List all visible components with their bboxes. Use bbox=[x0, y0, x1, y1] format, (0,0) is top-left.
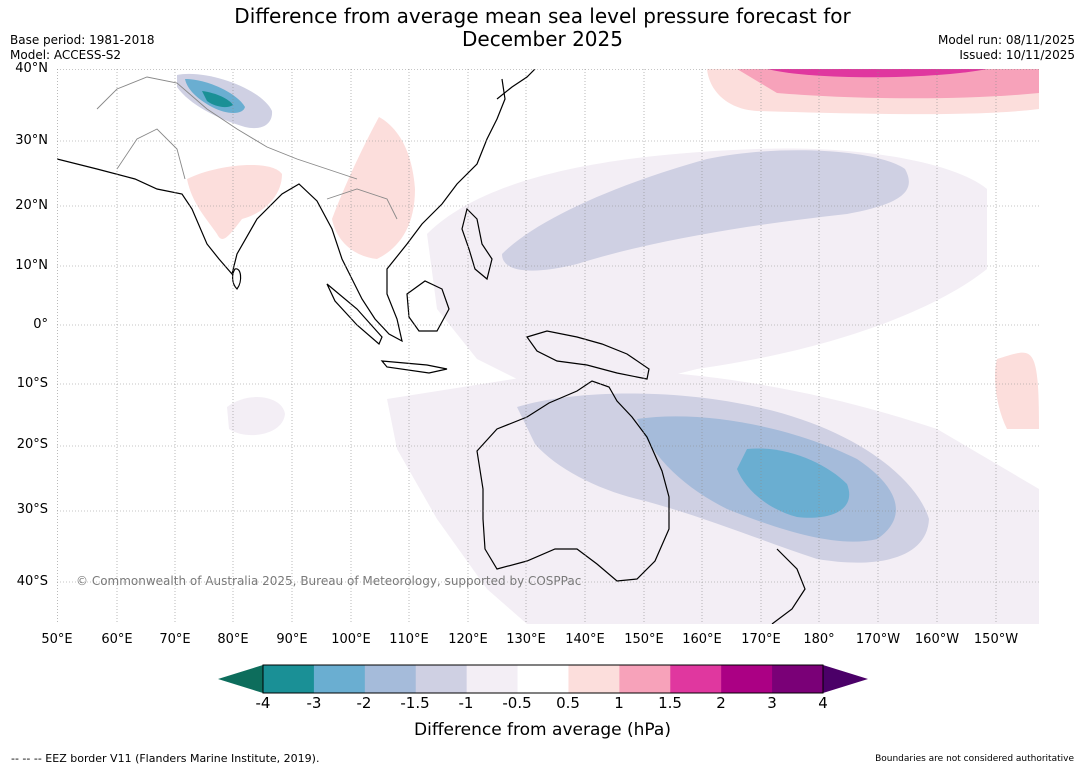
title-line-1: Difference from average mean sea level p… bbox=[234, 4, 851, 28]
colorbar-segment bbox=[263, 665, 315, 693]
issued-date: Issued: 10/11/2025 bbox=[959, 48, 1075, 62]
coastline-japan bbox=[496, 69, 536, 100]
colorbar-segment bbox=[313, 665, 366, 693]
lat-label: 40°S bbox=[16, 574, 48, 589]
contour-east-pacific-positive bbox=[995, 352, 1039, 429]
colorbar-segment bbox=[670, 665, 722, 693]
colorbar-segment bbox=[364, 665, 417, 693]
lat-label: 30°S bbox=[16, 502, 48, 517]
colorbar-tick: -1 bbox=[458, 694, 474, 712]
contour-nw-pacific-band bbox=[502, 150, 909, 271]
lon-label: 60°E bbox=[101, 632, 133, 647]
colorbar-tick: 3 bbox=[767, 694, 777, 712]
lon-label: 150°E bbox=[624, 632, 664, 647]
pressure-anomaly-map bbox=[57, 69, 1039, 624]
colorbar-tick: 2 bbox=[716, 694, 726, 712]
contour-sw-pacific-core bbox=[737, 448, 850, 518]
colorbar-tick: -1.5 bbox=[400, 694, 430, 712]
contour-indochina-positive bbox=[332, 117, 415, 259]
lat-label: 40°N bbox=[15, 61, 48, 76]
lon-label: 140°E bbox=[565, 632, 605, 647]
colorbar-tick: -0.5 bbox=[502, 694, 532, 712]
colorbar-segment bbox=[721, 665, 773, 693]
contour-light-purple-indian-ocean bbox=[227, 397, 285, 436]
coastline-borneo bbox=[406, 280, 450, 332]
lon-label: 100°E bbox=[331, 632, 371, 647]
lon-label: 160°W bbox=[914, 632, 960, 647]
title-line-2: December 2025 bbox=[462, 27, 623, 51]
lon-label: 50°E bbox=[41, 632, 73, 647]
boundary-disclaimer: Boundaries are not considered authoritat… bbox=[875, 754, 1074, 764]
colorbar-over-arrow bbox=[823, 665, 868, 693]
contour-north-pacific-core bbox=[767, 69, 987, 78]
colorbar-segment bbox=[619, 665, 671, 693]
lon-label: 80°E bbox=[217, 632, 249, 647]
colorbar bbox=[218, 664, 868, 694]
lon-label: 130°E bbox=[506, 632, 546, 647]
eez-footnote: -- -- -- EEZ border V11 (Flanders Marine… bbox=[11, 752, 320, 765]
meta-left: Base period: 1981-2018 Model: ACCESS-S2 bbox=[10, 33, 155, 63]
lat-label: 0° bbox=[33, 317, 48, 332]
colorbar-tick: 4 bbox=[818, 694, 828, 712]
lat-label: 10°S bbox=[16, 376, 48, 391]
colorbar-tick: -4 bbox=[255, 694, 271, 712]
contour-india-positive bbox=[187, 164, 282, 239]
colorbar-segment bbox=[568, 665, 620, 693]
map-title: Difference from average mean sea level p… bbox=[0, 5, 1085, 51]
lat-label: 20°N bbox=[15, 198, 48, 213]
colorbar-segment bbox=[415, 665, 468, 693]
model-run: Model run: 08/11/2025 bbox=[937, 33, 1075, 47]
coastlines bbox=[57, 69, 806, 624]
colorbar-segment bbox=[517, 665, 569, 693]
coastline-asia bbox=[57, 78, 506, 343]
lat-label: 30°N bbox=[15, 133, 48, 148]
lon-label: 120°E bbox=[448, 632, 488, 647]
colorbar-tick: -2 bbox=[356, 694, 372, 712]
country-borders bbox=[96, 76, 398, 220]
coastline-new-guinea bbox=[526, 330, 650, 380]
lon-label: 170°E bbox=[741, 632, 781, 647]
model-name: Model: ACCESS-S2 bbox=[10, 48, 122, 62]
colorbar-tick: 1 bbox=[614, 694, 624, 712]
colorbar-segment bbox=[466, 665, 519, 693]
base-period: Base period: 1981-2018 bbox=[10, 33, 155, 47]
coastline-australia bbox=[476, 380, 670, 582]
lat-label: 20°S bbox=[16, 437, 48, 452]
coastline-philippines bbox=[461, 207, 493, 281]
coastline-sumatra bbox=[326, 283, 383, 345]
colorbar-under-arrow bbox=[218, 665, 263, 693]
lon-label: 170°W bbox=[855, 632, 901, 647]
lon-label: 110°E bbox=[389, 632, 429, 647]
lat-label: 10°N bbox=[15, 258, 48, 273]
coastline-new-zealand bbox=[771, 548, 806, 624]
copyright-notice: © Commonwealth of Australia 2025, Bureau… bbox=[76, 574, 582, 588]
contour-himalaya-core bbox=[202, 91, 233, 108]
colorbar-tick: 0.5 bbox=[556, 694, 580, 712]
colorbar-segment bbox=[772, 665, 824, 693]
lon-label: 70°E bbox=[159, 632, 191, 647]
colorbar-tick: -3 bbox=[306, 694, 322, 712]
colorbar-segments bbox=[263, 665, 824, 693]
lon-label: 160°E bbox=[682, 632, 722, 647]
contour-north-pacific-mid bbox=[737, 69, 1039, 99]
coastline-java bbox=[380, 360, 448, 374]
lon-label: 90°E bbox=[276, 632, 308, 647]
lon-label: 150°W bbox=[973, 632, 1019, 647]
colorbar-tick: 1.5 bbox=[658, 694, 682, 712]
lon-label: 180° bbox=[803, 632, 835, 647]
colorbar-label: Difference from average (hPa) bbox=[414, 720, 671, 740]
meridians bbox=[57, 69, 997, 624]
meta-right: Model run: 08/11/2025 Issued: 10/11/2025 bbox=[938, 33, 1075, 63]
map-canvas bbox=[57, 69, 1039, 624]
